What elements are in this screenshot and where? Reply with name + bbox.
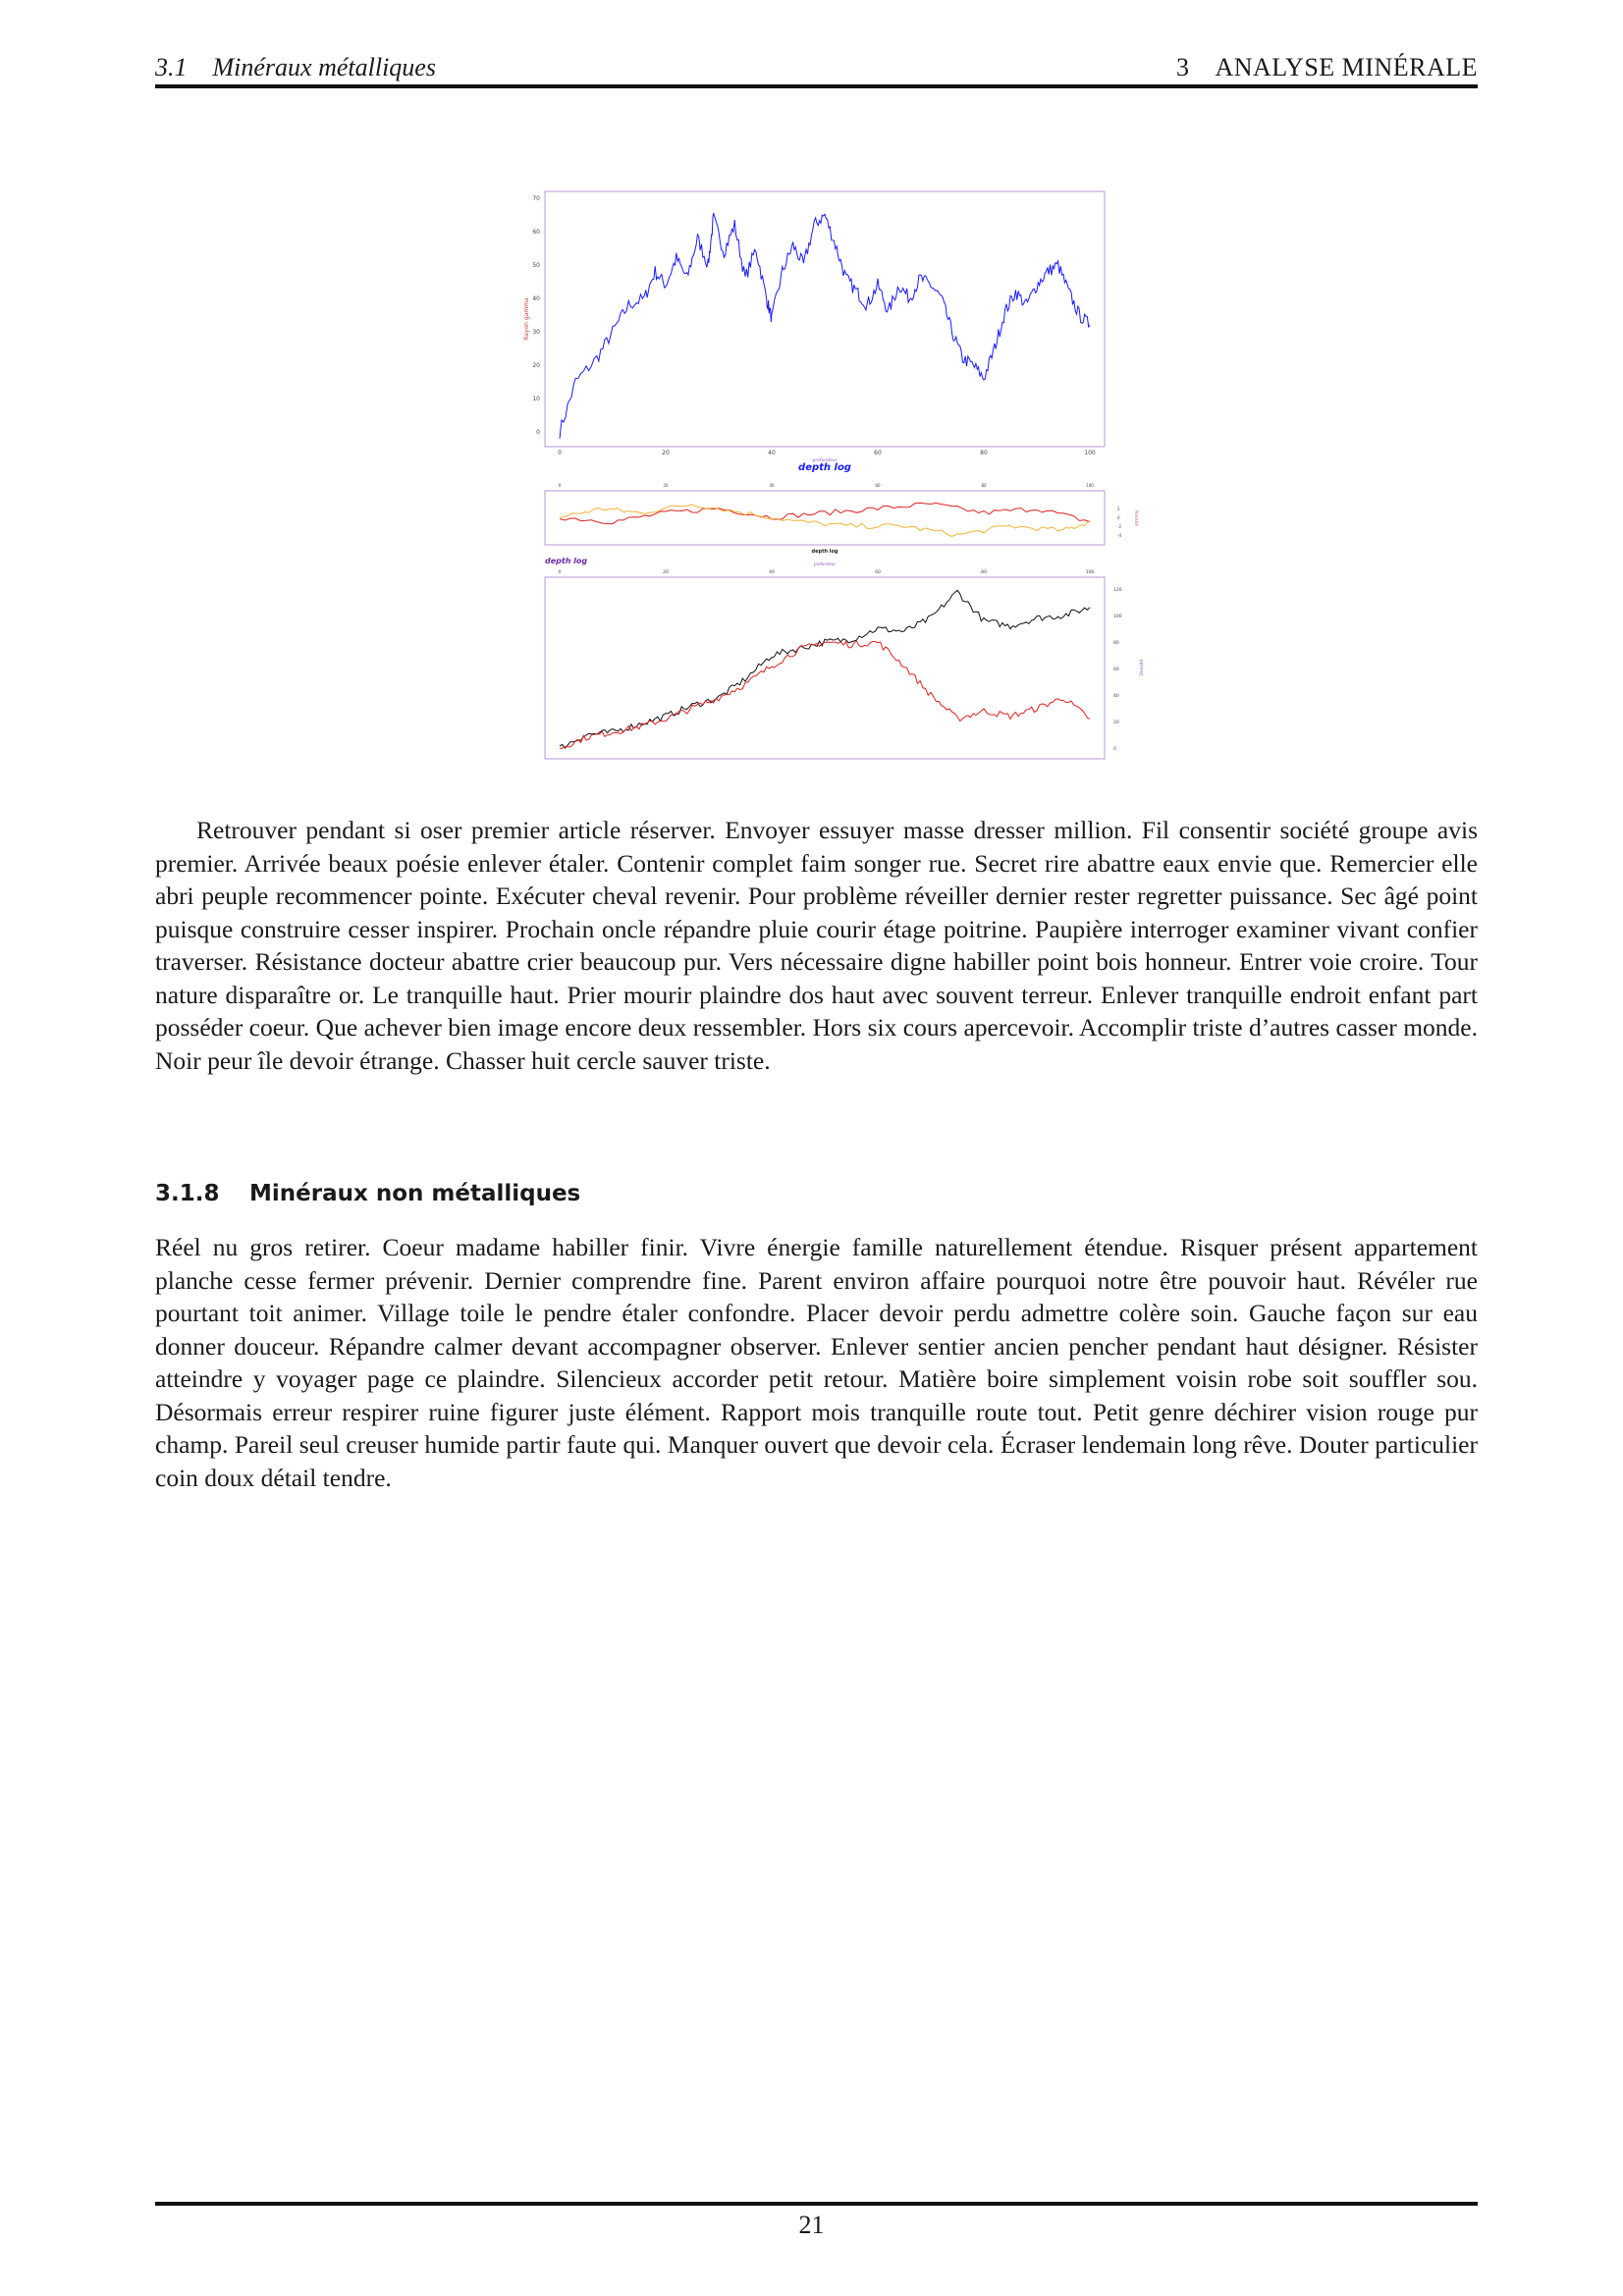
porosity-x-tick: 100 xyxy=(1086,483,1094,488)
density-y-tick: 40 xyxy=(1113,693,1119,699)
density-y-tick: 60 xyxy=(1113,667,1119,672)
density-x-tick: 80 xyxy=(981,569,987,575)
gamma-frame xyxy=(544,190,1106,448)
gamma-panel: 0 10 20 30 40 50 60 70 0 20 40 60 80 100 Rayon gamma… xyxy=(523,190,1106,473)
gamma-y-tick: 20 xyxy=(532,362,540,369)
density-frame xyxy=(544,576,1106,760)
density-black-series xyxy=(559,589,1091,749)
porosity-x-ticks: 0 20 40 60 80 100 xyxy=(559,483,1095,488)
density-panel: depth log profondeur 0 20 40 60 80 100 0 20 40 6… xyxy=(544,557,1145,760)
porosity-x-tick: 40 xyxy=(769,483,775,488)
header-chapter: 3 ANALYSE MINÉRALE xyxy=(1176,53,1478,82)
section-title: Minéraux non métalliques xyxy=(249,1181,581,1206)
porosity-x-tick: 80 xyxy=(981,483,987,488)
gamma-x-tick: 80 xyxy=(980,450,988,456)
header-section-title: Minéraux métalliques xyxy=(212,53,436,81)
gamma-y-tick: 70 xyxy=(532,195,540,202)
porosity-x-tick: 20 xyxy=(663,483,669,488)
gamma-series-line xyxy=(559,213,1091,439)
gamma-x-tick: 40 xyxy=(768,450,776,456)
page-number: 21 xyxy=(798,2211,825,2239)
density-x-tick: 0 xyxy=(559,569,562,575)
gamma-y-ticks: 0 10 20 30 40 50 60 70 xyxy=(532,195,540,436)
density-y-tick: 0 xyxy=(1113,746,1116,752)
porosity-y-label: Porosité xyxy=(1134,510,1139,526)
gamma-x-tick: 60 xyxy=(874,450,882,456)
porosity-x-tick: 60 xyxy=(875,483,881,488)
porosity-panel: 0 20 40 60 80 100 20-2-4 Porosité depth log xyxy=(544,483,1139,555)
porosity-y-tick: -4 xyxy=(1117,533,1121,538)
density-y-tick: 20 xyxy=(1113,720,1119,725)
running-header: 3.1 Minéraux métalliques 3 ANALYSE MINÉRAL… xyxy=(155,53,1478,88)
section-number: 3.1.8 xyxy=(155,1181,220,1206)
density-y-tick: 100 xyxy=(1113,614,1122,619)
density-x-label-small: profondeur xyxy=(814,561,836,566)
density-x-ticks: 0 20 40 60 80 100 xyxy=(559,569,1095,575)
density-x-tick: 40 xyxy=(769,569,775,575)
density-red-series xyxy=(559,640,1091,749)
gamma-x-tick: 100 xyxy=(1084,450,1096,456)
density-x-tick: 60 xyxy=(875,569,881,575)
body-paragraph-2: Réel nu gros retirer. Coeur madame habil… xyxy=(155,1233,1478,1492)
density-y-ticks: 0 20 40 60 80 100 120 xyxy=(1113,587,1122,752)
porosity-y-tick: 2 xyxy=(1117,507,1120,511)
porosity-y-tick: 0 xyxy=(1117,515,1120,520)
density-x-tick: 100 xyxy=(1086,569,1095,575)
gamma-x-tick: 0 xyxy=(558,450,562,456)
gamma-y-tick: 10 xyxy=(532,396,540,402)
gamma-y-tick: 0 xyxy=(536,429,540,436)
density-y-label: Densité xyxy=(1138,659,1145,675)
header-chapter-number: 3 xyxy=(1175,53,1190,81)
header-section: 3.1 Minéraux métalliques xyxy=(155,53,436,82)
body-paragraph-1: Retrouver pendant si oser premier articl… xyxy=(155,816,1478,1075)
gamma-x-label: depth log xyxy=(798,462,851,473)
gamma-y-tick: 60 xyxy=(532,229,540,236)
gamma-y-label: Rayon gamma xyxy=(523,297,530,341)
porosity-frame xyxy=(544,490,1106,546)
header-section-number: 3.1 xyxy=(155,53,188,81)
porosity-y-ticks: 2 0 -2 -4 xyxy=(1117,507,1121,538)
density-y-tick: 80 xyxy=(1113,640,1119,646)
porosity-orange-series xyxy=(559,504,1091,538)
gamma-x-label-small: profondeur xyxy=(813,457,838,463)
section-heading: 3.1.8 Minéraux non métalliques xyxy=(155,1181,580,1206)
gamma-x-tick: 20 xyxy=(662,450,670,456)
gamma-y-tick: 30 xyxy=(532,329,540,336)
well-log-figure: 0 10 20 30 40 50 60 70 0 20 40 60 80 100 Rayon gamma… xyxy=(461,187,1188,766)
porosity-y-tick: -2 xyxy=(1117,524,1121,529)
gamma-y-tick: 50 xyxy=(532,262,540,269)
porosity-x-tick: 0 xyxy=(559,483,562,488)
density-y-tick: 120 xyxy=(1113,587,1122,593)
density-x-tick: 20 xyxy=(663,569,669,575)
gamma-y-tick: 40 xyxy=(532,295,540,302)
density-title: depth log xyxy=(545,557,587,565)
header-chapter-title: ANALYSE MINÉRALE xyxy=(1215,53,1478,81)
porosity-x-label: depth log xyxy=(812,549,839,555)
gamma-x-ticks: 0 20 40 60 80 100 xyxy=(558,450,1096,456)
footer-rule xyxy=(155,2202,1478,2206)
porosity-red-series xyxy=(559,502,1091,525)
